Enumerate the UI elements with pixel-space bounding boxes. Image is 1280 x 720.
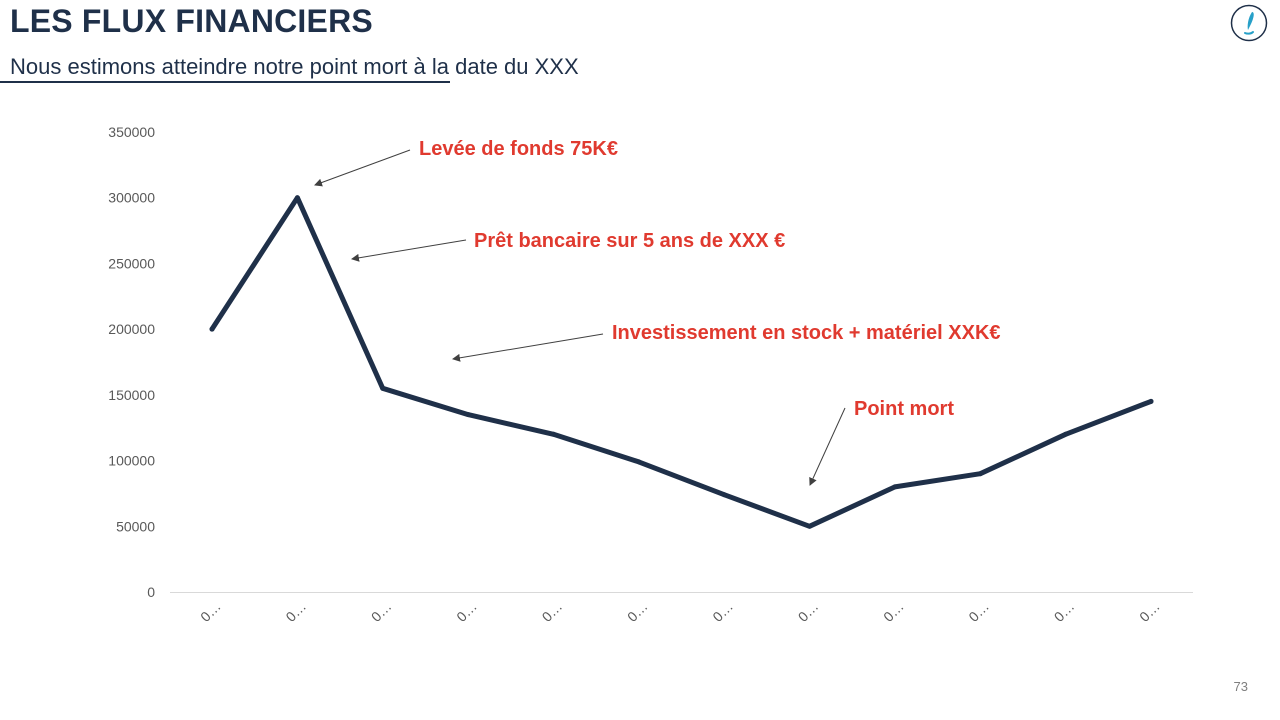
y-tick-label: 150000 (108, 387, 155, 403)
x-tick-label: 0… (1051, 598, 1078, 625)
x-axis-tick-labels: 0… 0… 0… 0… 0… 0… 0… 0… 0… 0… 0… 0… (197, 598, 1163, 625)
quill-icon (1230, 4, 1268, 42)
data-point (294, 195, 300, 201)
data-point (721, 492, 727, 498)
data-point (550, 431, 556, 437)
page-subtitle: Nous estimons atteindre notre point mort… (10, 54, 579, 79)
x-tick-label: 0… (965, 598, 992, 625)
y-tick-label: 100000 (108, 453, 155, 469)
data-point (636, 459, 642, 465)
x-tick-label: 0… (795, 598, 822, 625)
annotation-investissement: Investissement en stock + matériel XXK€ (612, 322, 1001, 344)
y-tick-label: 250000 (108, 255, 155, 271)
subtitle-underline (0, 81, 450, 83)
data-point (807, 523, 813, 529)
annotation-point-mort: Point mort (854, 398, 954, 420)
annotation-levee-de-fonds: Levée de fonds 75K€ (419, 138, 618, 160)
y-tick-label: 200000 (108, 321, 155, 337)
data-point (977, 471, 983, 477)
y-tick-label: 350000 (108, 124, 155, 140)
x-tick-label: 0… (709, 598, 736, 625)
series-group (209, 195, 1154, 529)
annotation-arrow-levee (314, 149, 411, 187)
x-tick-label: 0… (368, 598, 395, 625)
x-tick-label: 0… (1136, 598, 1163, 625)
data-point (1063, 431, 1069, 437)
data-point (209, 326, 215, 332)
x-tick-label: 0… (453, 598, 480, 625)
annotation-arrow-investissement (452, 333, 604, 362)
page-title: LES FLUX FINANCIERS (10, 3, 373, 39)
y-tick-label: 300000 (108, 190, 155, 206)
data-point (892, 484, 898, 490)
y-tick-label: 0 (147, 584, 155, 600)
data-point (380, 385, 386, 391)
y-tick-label: 50000 (116, 518, 155, 534)
y-axis-tick-labels: 0 50000 100000 150000 200000 250000 300000 3500… (108, 124, 155, 600)
annotation-pret-bancaire: Prêt bancaire sur 5 ans de XXX € (474, 230, 785, 252)
x-tick-label: 0… (282, 598, 309, 625)
x-tick-label: 0… (539, 598, 566, 625)
series-line (209, 195, 1154, 529)
data-point (1148, 398, 1154, 404)
x-tick-label: 0… (624, 598, 651, 625)
annotation-arrow-point-mort (809, 407, 846, 486)
page-number: 73 (1233, 679, 1248, 694)
x-tick-label: 0… (880, 598, 907, 625)
data-point (465, 412, 471, 418)
annotation-arrow-pret (351, 239, 467, 262)
x-tick-label: 0… (197, 598, 224, 625)
